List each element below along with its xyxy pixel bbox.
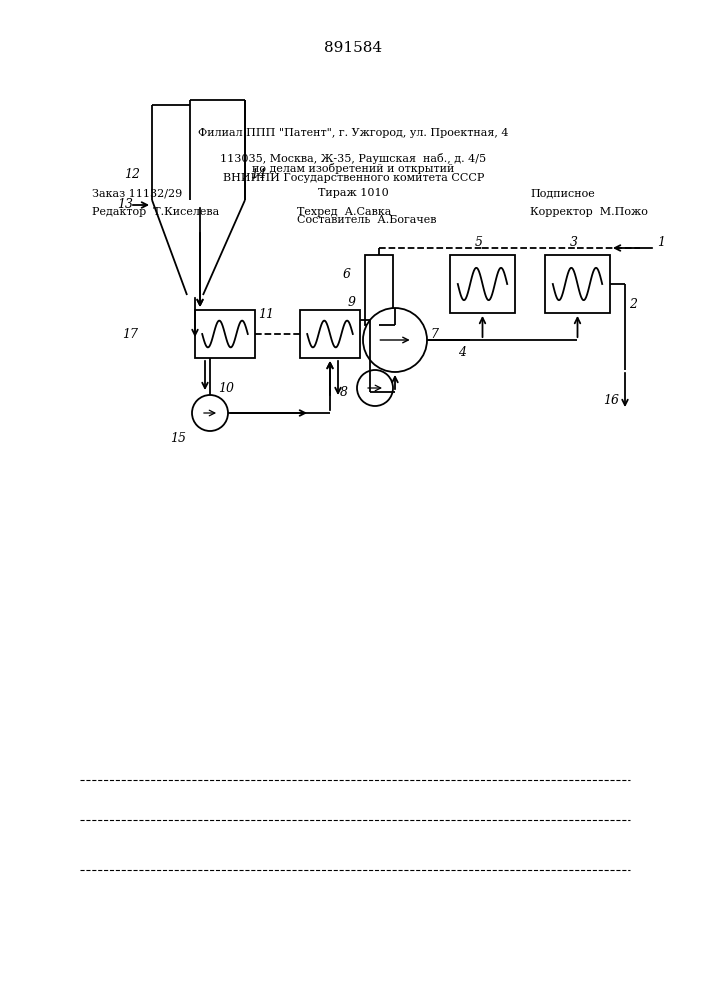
Text: 5: 5 xyxy=(474,236,482,249)
Text: 1: 1 xyxy=(657,236,665,249)
Text: Редактор  Т.Киселева: Редактор Т.Киселева xyxy=(92,207,219,217)
Circle shape xyxy=(357,370,393,406)
Text: 10: 10 xyxy=(218,381,234,394)
Bar xyxy=(300,310,360,358)
Text: 17: 17 xyxy=(122,328,138,342)
Text: ВНИИПИ Государственного комитета СССР: ВНИИПИ Государственного комитета СССР xyxy=(223,173,484,183)
Text: Заказ 11132/29: Заказ 11132/29 xyxy=(92,188,182,198)
Text: Тираж 1010: Тираж 1010 xyxy=(318,188,389,198)
Text: Корректор  М.Пожо: Корректор М.Пожо xyxy=(530,207,648,217)
Text: 16: 16 xyxy=(603,393,619,406)
Circle shape xyxy=(363,308,427,372)
Bar xyxy=(195,310,255,358)
Text: 12: 12 xyxy=(124,168,140,182)
Text: по делам изобретений и открытий: по делам изобретений и открытий xyxy=(252,162,455,174)
Text: 891584: 891584 xyxy=(324,41,382,55)
Text: 15: 15 xyxy=(170,432,186,446)
Text: 6: 6 xyxy=(343,268,351,282)
Text: Филиал ППП "Патент", г. Ужгород, ул. Проектная, 4: Филиал ППП "Патент", г. Ужгород, ул. Про… xyxy=(198,128,509,138)
Text: Подписное: Подписное xyxy=(530,188,595,198)
Text: 8: 8 xyxy=(340,386,348,399)
Text: 13: 13 xyxy=(117,198,133,212)
Text: Составитель  А.Богачев: Составитель А.Богачев xyxy=(297,215,436,225)
Bar xyxy=(545,255,610,313)
Text: 2: 2 xyxy=(629,298,637,310)
Text: 4: 4 xyxy=(458,346,466,359)
Text: 7: 7 xyxy=(430,328,438,342)
Bar xyxy=(365,255,393,325)
Bar xyxy=(450,255,515,313)
Circle shape xyxy=(192,395,228,431)
Text: 3: 3 xyxy=(570,236,578,249)
Text: 14: 14 xyxy=(250,168,266,182)
Text: 9: 9 xyxy=(348,296,356,308)
Text: 113035, Москва, Ж-35, Раушская  наб., д. 4/5: 113035, Москва, Ж-35, Раушская наб., д. … xyxy=(221,152,486,163)
Text: Техред  А.Савка: Техред А.Савка xyxy=(297,207,391,217)
Text: 11: 11 xyxy=(258,308,274,322)
